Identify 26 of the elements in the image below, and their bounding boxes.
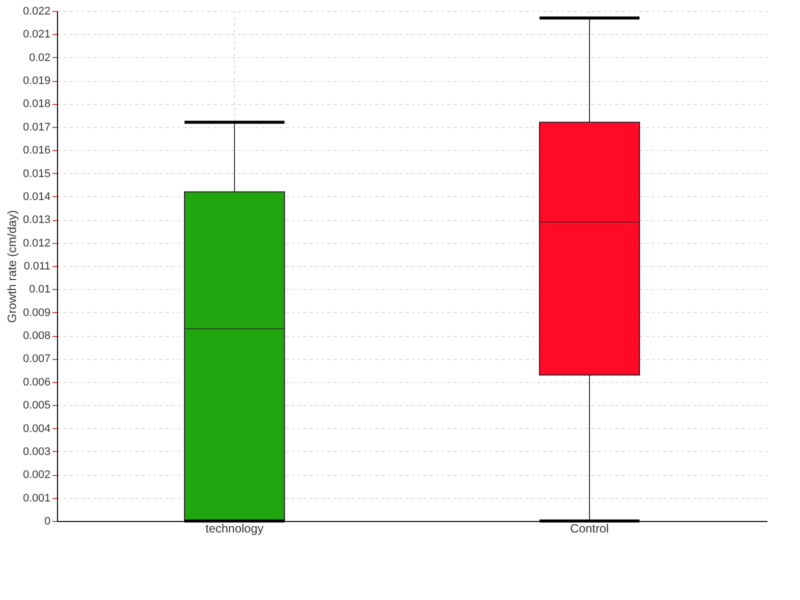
y-tick-label: 0.005 — [22, 400, 50, 412]
y-tick-label: 0.012 — [22, 237, 50, 250]
y-tick-label: 0.019 — [22, 75, 50, 88]
y-tick-label: 0.018 — [22, 98, 50, 110]
y-tick-label: 0.01 — [29, 284, 50, 296]
y-tick-label: 0.02 — [29, 52, 50, 64]
y-tick-label: 0.021 — [22, 28, 50, 41]
y-tick-label: 0.007 — [22, 353, 50, 366]
y-tick-label: 0.003 — [22, 446, 50, 458]
y-tick-label: 0.002 — [22, 469, 50, 482]
x-tick-label: Control — [570, 522, 609, 536]
x-tick-label: technology — [205, 522, 264, 536]
y-tick-label: 0.008 — [22, 330, 50, 342]
y-tick-label: 0.017 — [22, 121, 50, 134]
y-tick-label: 0.022 — [22, 6, 50, 18]
y-tick-label: 0.011 — [24, 260, 50, 272]
y-tick-label: 0.001 — [22, 492, 50, 504]
y-tick-label: 0.016 — [22, 144, 50, 157]
y-axis-title: Growth rate (cm/day) — [4, 210, 19, 323]
y-tick-label: 0.014 — [22, 190, 50, 203]
y-tick-label: 0.013 — [22, 214, 50, 226]
y-tick-label: 0.004 — [22, 422, 50, 435]
y-tick-label: 0.015 — [22, 168, 50, 180]
y-tick-label: 0 — [44, 516, 50, 528]
y-tick-label: 0.006 — [22, 376, 50, 388]
y-tick-label: 0.009 — [22, 306, 50, 319]
